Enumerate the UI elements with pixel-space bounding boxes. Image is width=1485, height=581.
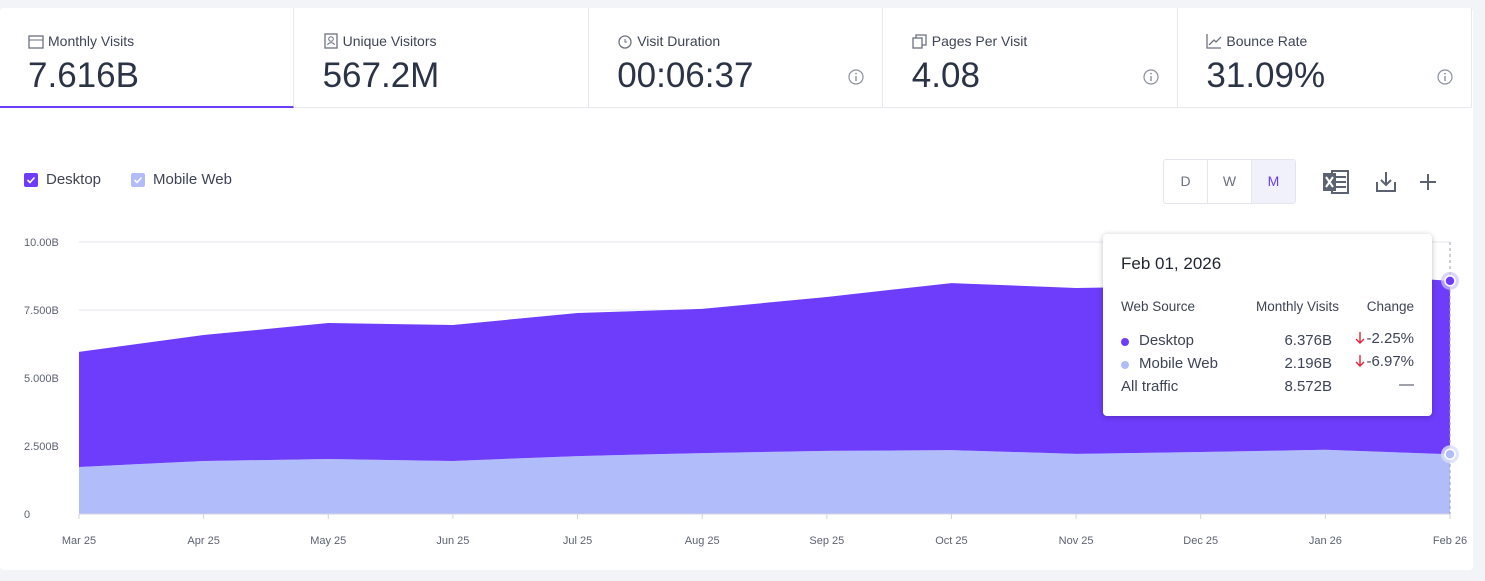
tooltip-change: — xyxy=(1399,376,1414,393)
metric-icon xyxy=(1206,33,1222,54)
tooltip: Feb 01, 2026 Web Source Monthly Visits C… xyxy=(1103,234,1432,416)
legend-item[interactable]: Mobile Web xyxy=(131,171,232,188)
y-tick-label: 10.00B xyxy=(24,237,59,249)
granularity: D W M xyxy=(1163,159,1296,204)
metric-cell: Pages Per Visit 4.08 xyxy=(883,8,1178,108)
x-tick-label: Apr 25 xyxy=(187,535,219,547)
x-tick-label: Dec 25 xyxy=(1183,535,1218,547)
metric-cell: Visit Duration 00:06:37 xyxy=(589,8,884,108)
metric-value: 4.08 xyxy=(911,56,980,95)
y-tick-label: 2.500B xyxy=(24,441,59,453)
metric-value: 31.09% xyxy=(1206,56,1326,95)
y-tick-label: 7.500B xyxy=(24,305,59,317)
tooltip-title: Feb 01, 2026 xyxy=(1121,254,1222,273)
tooltip-source: Mobile Web xyxy=(1139,355,1218,372)
x-tick-label: Jun 25 xyxy=(436,535,469,547)
x-tick-label: Feb 26 xyxy=(1433,535,1467,547)
info-icon xyxy=(1143,69,1159,90)
metric-icon xyxy=(912,33,928,54)
add-icon[interactable] xyxy=(1418,172,1438,192)
metric-cell: Unique Visitors 567.2M xyxy=(294,8,589,108)
down-arrow xyxy=(1355,331,1365,349)
granularity-button[interactable]: W xyxy=(1208,160,1252,203)
hover-dot xyxy=(1444,275,1456,287)
metric-label: Bounce Rate xyxy=(1226,33,1308,49)
info-icon xyxy=(1437,69,1453,90)
tooltip-visits: 2.196B xyxy=(1284,355,1332,372)
metric-value: 00:06:37 xyxy=(617,56,754,95)
x-tick-label: Mar 25 xyxy=(62,535,96,547)
metric-icon xyxy=(617,33,633,54)
tooltip-visits: 6.376B xyxy=(1284,332,1332,349)
metric-value: 567.2M xyxy=(322,56,440,95)
tooltip-dot xyxy=(1121,361,1129,369)
x-tick-label: Nov 25 xyxy=(1059,535,1094,547)
area xyxy=(79,449,1450,514)
hover-dot xyxy=(1444,448,1456,461)
metric-label: Monthly Visits xyxy=(48,33,135,49)
legend-checkbox[interactable] xyxy=(24,172,38,187)
tooltip-header: Web Source xyxy=(1121,299,1196,314)
metric-label: Visit Duration xyxy=(637,33,721,49)
x-tick-label: Sep 25 xyxy=(809,535,844,547)
granularity-button[interactable]: M xyxy=(1252,160,1295,203)
x-tick-label: Aug 25 xyxy=(685,535,720,547)
x-tick-label: Jul 25 xyxy=(563,535,592,547)
granularity-button[interactable]: D xyxy=(1164,160,1208,203)
tooltip-dot xyxy=(1121,338,1129,346)
metric-icon xyxy=(323,33,339,54)
x-tick-label: May 25 xyxy=(310,535,346,547)
x-tick-label: Oct 25 xyxy=(935,535,967,547)
x-tick-label: Jan 26 xyxy=(1309,535,1342,547)
legend-label: Mobile Web xyxy=(153,171,232,188)
metric-icon xyxy=(28,33,44,54)
download-icon[interactable] xyxy=(1375,170,1397,194)
metric-label: Pages Per Visit xyxy=(931,33,1028,49)
tooltip-visits: 8.572B xyxy=(1284,378,1332,395)
legend-checkbox[interactable] xyxy=(131,172,145,187)
tooltip-source: All traffic xyxy=(1121,378,1179,395)
y-tick-label: 0 xyxy=(24,509,30,521)
tooltip-header: Monthly Visits xyxy=(1255,299,1339,314)
legend-label: Desktop xyxy=(46,171,102,188)
metric-label: Unique Visitors xyxy=(342,33,437,49)
tooltip-change: -6.97% xyxy=(1366,353,1414,370)
tooltip-change: -2.25% xyxy=(1366,330,1414,347)
legend-item[interactable]: Desktop xyxy=(24,171,101,188)
metric-cell: Monthly Visits 7.616B xyxy=(0,8,294,108)
info-icon xyxy=(848,69,864,90)
metric-cell: Bounce Rate 31.09% xyxy=(1178,8,1473,108)
down-arrow xyxy=(1355,354,1365,372)
metric-value: 7.616B xyxy=(28,56,139,95)
tooltip-source: Desktop xyxy=(1139,332,1195,349)
tooltip-header: Change xyxy=(1366,299,1414,314)
y-tick-label: 5.000B xyxy=(24,373,59,385)
excel-icon[interactable] xyxy=(1322,169,1350,195)
